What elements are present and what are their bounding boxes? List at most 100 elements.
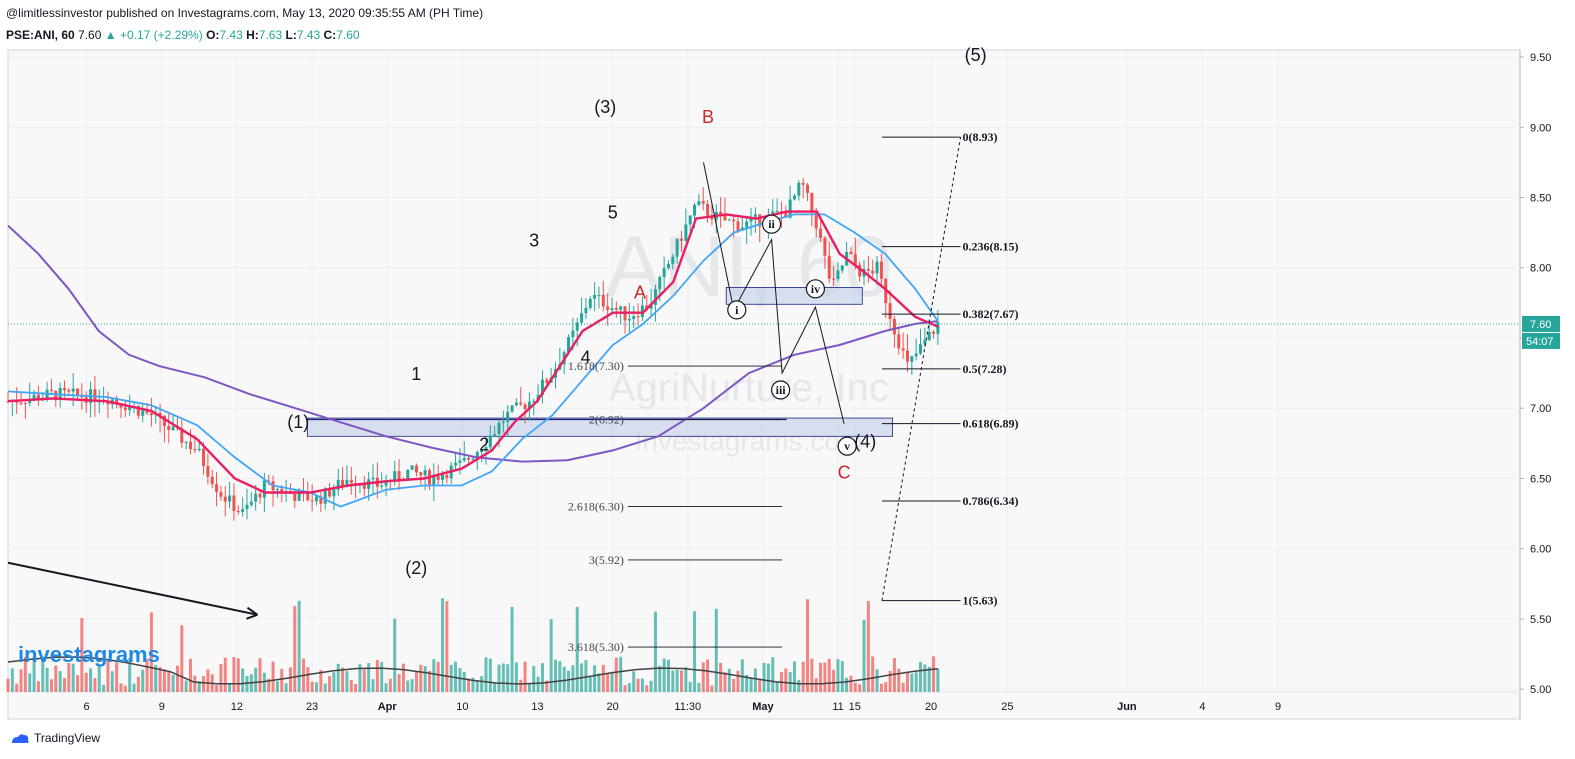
volume-bar	[845, 677, 849, 692]
volume-bar	[115, 662, 119, 692]
candle-body	[797, 182, 801, 196]
candle-body	[792, 195, 796, 200]
volume-bar	[423, 666, 427, 692]
wave-label: B	[702, 107, 714, 127]
fib-retracement-label: 0.786(6.34)	[963, 494, 1019, 508]
wave-label: 5	[608, 203, 618, 223]
volume-bar	[693, 611, 697, 692]
tradingview-footer[interactable]: TradingView	[10, 731, 100, 745]
volume-bar	[10, 668, 14, 692]
candle-body	[145, 410, 149, 414]
volume-bar	[858, 684, 862, 692]
candle-body	[397, 471, 401, 480]
volume-bar	[6, 678, 10, 692]
high-value: 7.63	[258, 28, 283, 42]
volume-bar	[471, 677, 475, 692]
volume-bar	[258, 658, 262, 692]
candle-body	[71, 388, 75, 392]
volume-bar	[510, 606, 514, 692]
volume-bar	[488, 658, 492, 692]
candle-body	[819, 228, 823, 238]
low-value: 7.43	[296, 28, 321, 42]
x-tick-label: 10	[456, 701, 468, 713]
volume-bar	[866, 601, 870, 692]
volume-bar	[497, 664, 501, 692]
candle-body	[197, 448, 201, 451]
candle-body	[232, 495, 236, 511]
volume-bar	[36, 681, 40, 692]
volume-bar	[336, 663, 340, 692]
candle-body	[219, 491, 223, 497]
volume-bar	[67, 663, 71, 692]
volume-bars	[6, 598, 940, 692]
volume-bar	[736, 670, 740, 692]
volume-bar	[380, 662, 384, 692]
candle-body	[341, 479, 345, 486]
volume-bar	[71, 663, 75, 692]
candle-body	[597, 294, 601, 296]
last-price-tag	[1522, 315, 1560, 332]
zone-box	[306, 417, 893, 437]
candle-body	[362, 484, 366, 489]
volume-bar	[545, 680, 549, 692]
volume-bar	[54, 665, 58, 692]
time-axis[interactable]: 6 9 12 23 Apr 10 13 20 11:30 May 11 15 20 25 Jun 4 9	[84, 701, 1282, 713]
volume-bar	[149, 612, 153, 692]
volume-bar	[771, 657, 775, 692]
candle-body	[323, 488, 327, 504]
x-tick-label: 20	[925, 701, 937, 713]
roman-label: iv	[811, 282, 820, 296]
candle-body	[936, 322, 940, 334]
candle-body	[349, 479, 353, 484]
roman-circle	[727, 300, 747, 320]
volume-bar	[484, 657, 488, 692]
candle-body	[853, 254, 857, 265]
volume-bar	[180, 625, 184, 692]
volume-bar	[371, 679, 375, 692]
candle-body	[836, 270, 840, 280]
volume-bar	[306, 667, 310, 692]
volume-bar	[788, 672, 792, 692]
volume-bar	[62, 678, 66, 692]
price-axis[interactable]: 9.509.008.508.007.507.006.506.005.505.00…	[8, 52, 1560, 696]
candle-body	[736, 221, 740, 231]
candle-body	[115, 399, 119, 404]
volume-bar	[97, 666, 101, 692]
volume-bar	[801, 661, 805, 692]
candle-body	[123, 407, 127, 411]
volume-bar	[823, 662, 827, 692]
volume-bar	[758, 678, 762, 692]
y-tick-label: 8.50	[1530, 193, 1551, 205]
symbol-name[interactable]: PSE:ANI, 60	[6, 28, 75, 42]
volume-bar	[888, 671, 892, 692]
change-up-icon: ▲	[104, 28, 117, 42]
volume-bar	[206, 669, 210, 692]
candle-body	[832, 278, 836, 280]
x-tick-label: 15	[849, 701, 861, 713]
candle-body	[193, 449, 197, 451]
candle-body	[436, 476, 440, 480]
candle-body	[223, 496, 227, 502]
candle-body	[732, 219, 736, 222]
candle-body	[662, 268, 666, 278]
volume-bar	[862, 619, 866, 692]
candle-body	[488, 435, 492, 448]
candle-body	[640, 305, 644, 318]
volume-bar	[514, 662, 518, 692]
volume-bar	[766, 663, 770, 692]
candle-body	[23, 402, 27, 404]
volume-bar	[58, 671, 62, 692]
volume-bar	[875, 669, 879, 692]
volume-bar	[80, 617, 84, 692]
open-label: O:	[206, 28, 220, 42]
volume-bar	[267, 678, 271, 692]
candle-body	[666, 263, 670, 269]
volume-bar	[701, 662, 705, 692]
volume-bar	[745, 674, 749, 692]
candle-body	[454, 462, 458, 466]
candle-body	[914, 353, 918, 357]
candle-body	[688, 215, 692, 225]
volume-bar	[810, 658, 814, 692]
candle-body	[141, 410, 145, 416]
